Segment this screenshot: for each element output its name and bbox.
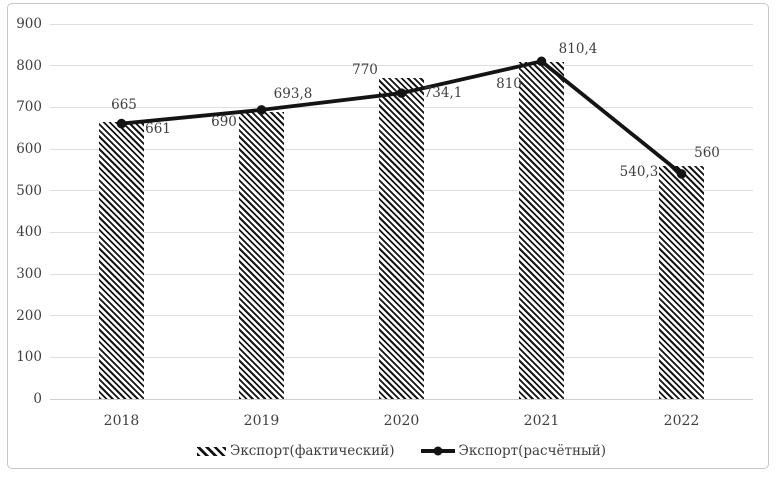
bar-value-label-2019: 690 bbox=[211, 114, 237, 130]
gridline-0 bbox=[50, 398, 753, 400]
y-axis-tick-label-0: 0 bbox=[33, 391, 42, 407]
marker-dot-icon bbox=[433, 446, 443, 456]
line-path bbox=[121, 59, 683, 176]
line-value-label-2022: 540,3 bbox=[619, 164, 659, 180]
bar-2019 bbox=[239, 111, 284, 399]
y-axis-tick-label-500: 500 bbox=[16, 182, 42, 199]
line-value-label-2020: 734,1 bbox=[423, 85, 463, 101]
line-value-label-2019: 693,8 bbox=[273, 86, 313, 102]
bar-2018 bbox=[99, 121, 144, 399]
y-axis-tick-label-900: 900 bbox=[16, 16, 42, 32]
line-marker-2022 bbox=[676, 169, 687, 179]
legend-label-export-actual: Экспорт(фактический) bbox=[229, 443, 395, 459]
y-axis-tick-label-700: 700 bbox=[16, 99, 42, 116]
x-axis-tick-label-2022: 2022 bbox=[663, 413, 700, 429]
y-axis-tick-label-400: 400 bbox=[16, 224, 42, 241]
bar-value-label-2021: 810 bbox=[496, 76, 522, 92]
y-axis-tick-label-200: 200 bbox=[16, 307, 42, 324]
x-axis-tick-label-2020: 2020 bbox=[383, 413, 420, 429]
bar-value-label-2022: 560 bbox=[694, 145, 720, 161]
legend-item-export-actual: Экспорт(фактический) bbox=[196, 443, 395, 459]
x-axis-tick-label-2021: 2021 bbox=[523, 413, 560, 429]
bar-2020 bbox=[379, 78, 424, 399]
bar-value-label-2020: 770 bbox=[352, 62, 378, 78]
legend-label-export-calculated: Экспорт(расчётный) bbox=[458, 443, 606, 459]
y-axis-tick-label-800: 800 bbox=[16, 57, 42, 74]
bar-value-label-2018: 665 bbox=[111, 97, 137, 113]
legend: Экспорт(фактический) Экспорт(расчётный) bbox=[50, 441, 753, 461]
bar-2021 bbox=[519, 61, 564, 399]
y-axis-tick-label-100: 100 bbox=[16, 349, 42, 366]
line-marker-2021 bbox=[536, 56, 547, 67]
x-axis-tick-label-2019: 2019 bbox=[243, 413, 280, 429]
y-axis-tick-label-600: 600 bbox=[16, 141, 42, 157]
line-marker-swatch-icon bbox=[420, 446, 455, 456]
gridline-800 bbox=[50, 65, 753, 67]
line-marker-2019 bbox=[256, 105, 267, 115]
bar-2022 bbox=[659, 165, 704, 399]
line-marker-2018 bbox=[116, 118, 127, 129]
line-marker-2020 bbox=[396, 88, 407, 98]
hatched-bar-swatch-icon bbox=[196, 446, 226, 456]
y-axis-tick-label-300: 300 bbox=[16, 266, 42, 282]
gridline-900 bbox=[50, 23, 753, 25]
line-value-label-2021: 810,4 bbox=[558, 41, 598, 57]
legend-item-export-calculated: Экспорт(расчётный) bbox=[420, 443, 606, 459]
x-axis-tick-label-2018: 2018 bbox=[103, 413, 140, 429]
line-value-label-2018: 661 bbox=[145, 121, 171, 137]
